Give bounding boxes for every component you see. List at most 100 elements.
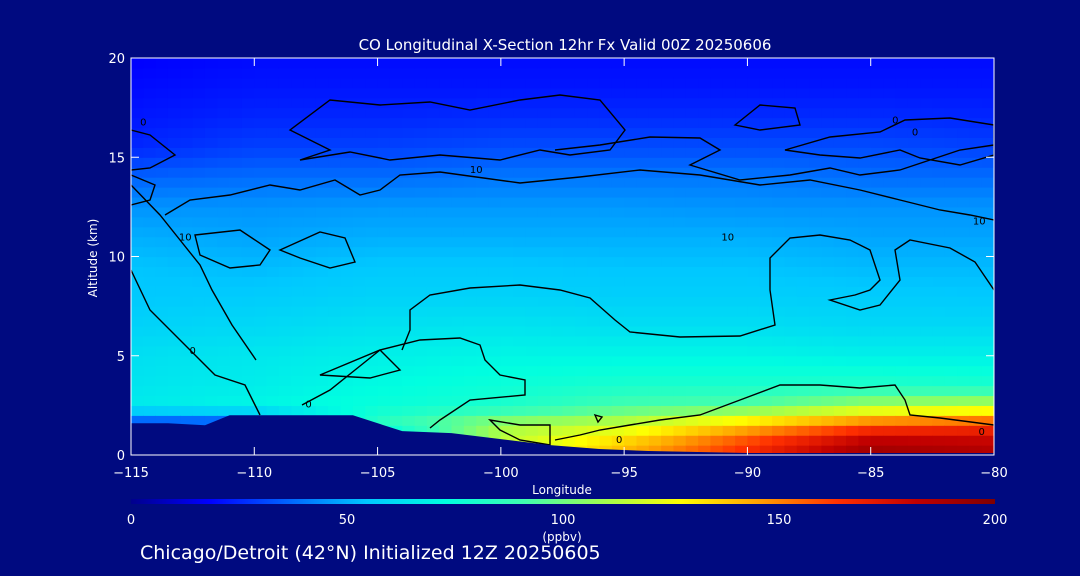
- field-cell: [944, 177, 958, 188]
- field-cell: [772, 216, 786, 228]
- field-cell: [155, 67, 169, 79]
- field-cell: [809, 246, 822, 258]
- field-cell: [414, 236, 428, 248]
- field-cell: [463, 167, 477, 178]
- field-cell: [291, 107, 305, 119]
- field-cell: [722, 286, 736, 297]
- field-cell: [229, 87, 243, 99]
- field-cell: [920, 286, 933, 297]
- field-cell: [883, 365, 896, 377]
- field-cell: [537, 177, 551, 188]
- field-cell: [525, 316, 539, 327]
- field-cell: [772, 246, 786, 258]
- field-cell: [883, 415, 896, 426]
- field-cell: [759, 77, 773, 89]
- field-cell: [155, 117, 169, 129]
- field-cell: [846, 196, 859, 208]
- field-cell: [809, 375, 822, 387]
- field-cell: [574, 206, 588, 218]
- field-cell: [365, 196, 379, 208]
- field-cell: [180, 216, 194, 228]
- field-cell: [772, 67, 786, 79]
- field-cell: [821, 445, 835, 455]
- field-cell: [636, 246, 650, 258]
- field-cell: [932, 345, 946, 357]
- field-cell: [525, 296, 539, 307]
- field-cell: [710, 256, 724, 268]
- field-cell: [599, 147, 613, 158]
- field-cell: [463, 246, 477, 258]
- field-cell: [895, 246, 909, 258]
- field-cell: [969, 296, 983, 307]
- field-cell: [365, 157, 379, 168]
- field-cell: [204, 167, 218, 178]
- field-cell: [414, 206, 428, 218]
- field-cell: [155, 395, 169, 406]
- field-cell: [402, 365, 416, 377]
- field-cell: [735, 147, 749, 158]
- field-cell: [537, 375, 551, 387]
- field-cell: [328, 157, 342, 168]
- field-cell: [525, 226, 539, 238]
- field-cell: [673, 256, 687, 268]
- field-cell: [821, 325, 835, 337]
- field-cell: [833, 206, 847, 218]
- field-cell: [377, 325, 391, 337]
- field-cell: [846, 375, 859, 387]
- field-cell: [476, 97, 490, 109]
- field-cell: [870, 445, 884, 455]
- field-cell: [500, 177, 514, 188]
- field-cell: [907, 365, 921, 377]
- field-cell: [611, 87, 625, 99]
- field-cell: [167, 395, 181, 406]
- field-cell: [722, 306, 736, 317]
- field-cell: [957, 137, 970, 148]
- field-cell: [204, 67, 218, 79]
- field-cell: [278, 226, 292, 238]
- field-cell: [722, 87, 736, 99]
- field-cell: [315, 236, 329, 248]
- field-cell: [858, 425, 872, 436]
- field-cell: [500, 196, 514, 208]
- field-cell: [833, 167, 847, 178]
- field-cell: [673, 296, 687, 307]
- field-cell: [611, 236, 625, 248]
- field-cell: [722, 365, 736, 377]
- field-cell: [735, 395, 749, 406]
- field-cell: [957, 296, 970, 307]
- field-cell: [389, 266, 403, 277]
- field-cell: [143, 97, 157, 109]
- field-cell: [439, 246, 453, 258]
- field-cell: [920, 246, 933, 258]
- field-cell: [340, 77, 354, 89]
- field-cell: [315, 385, 329, 397]
- field-cell: [537, 97, 551, 109]
- field-cell: [710, 365, 724, 377]
- field-cell: [143, 355, 157, 367]
- field-cell: [303, 157, 317, 168]
- field-cell: [352, 177, 366, 188]
- field-cell: [957, 306, 970, 317]
- field-cell: [685, 67, 699, 79]
- field-cell: [821, 256, 835, 268]
- field-cell: [907, 316, 921, 327]
- field-cell: [981, 365, 994, 377]
- field-cell: [698, 87, 712, 99]
- field-cell: [957, 425, 970, 436]
- field-cell: [673, 216, 687, 228]
- field-cell: [698, 206, 712, 218]
- field-cell: [759, 127, 773, 138]
- field-cell: [278, 256, 292, 268]
- field-cell: [611, 385, 625, 397]
- field-cell: [821, 157, 835, 168]
- field-cell: [155, 196, 169, 208]
- field-cell: [389, 256, 403, 268]
- field-cell: [772, 58, 786, 69]
- field-cell: [488, 316, 502, 327]
- field-cell: [451, 415, 465, 426]
- field-cell: [439, 276, 453, 287]
- field-cell: [525, 395, 539, 406]
- field-cell: [611, 435, 625, 446]
- field-cell: [587, 117, 601, 129]
